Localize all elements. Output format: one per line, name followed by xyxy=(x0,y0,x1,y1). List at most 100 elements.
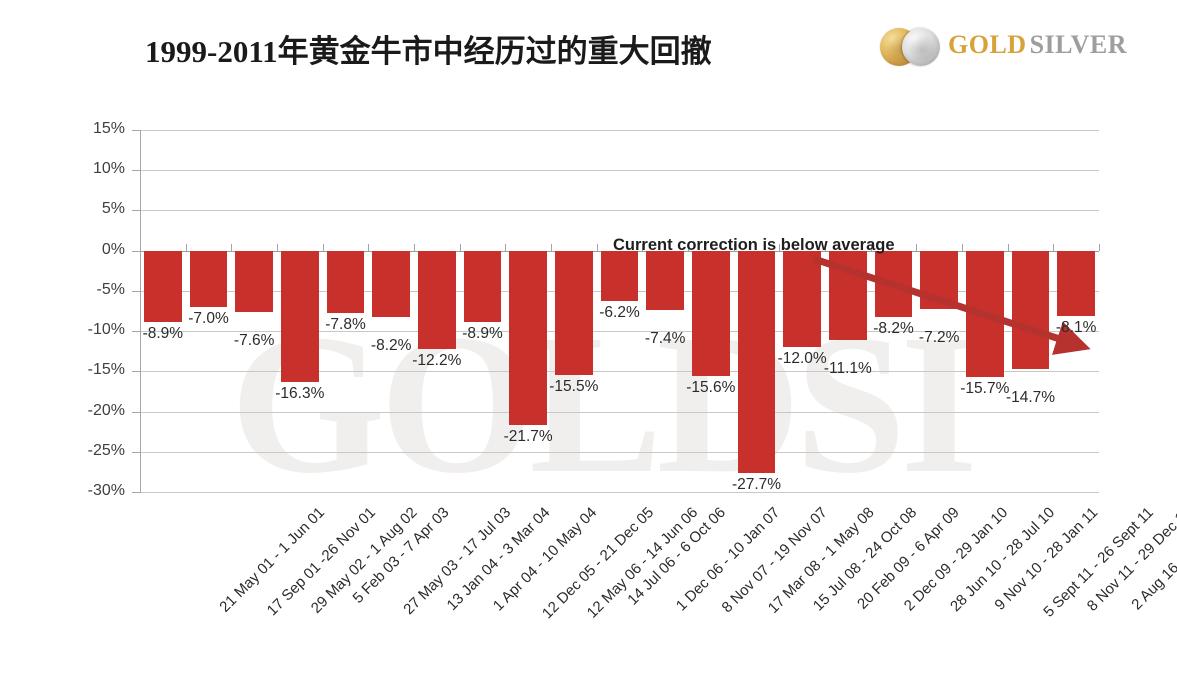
y-axis-label: 5% xyxy=(101,200,125,218)
bar[interactable] xyxy=(783,250,822,348)
x-axis-tick xyxy=(185,243,187,251)
bar-value-label: -27.7% xyxy=(731,476,782,494)
y-axis-label: -20% xyxy=(87,401,125,419)
x-axis-tick xyxy=(688,243,689,251)
bar[interactable] xyxy=(509,250,548,426)
x-axis-tick xyxy=(642,243,644,251)
bar-value-label: -12.2% xyxy=(412,351,462,369)
bar-value-label: -8.9% xyxy=(142,325,184,343)
bar[interactable] xyxy=(463,250,502,323)
y-axis-label: -25% xyxy=(87,441,125,459)
bar[interactable] xyxy=(372,250,411,317)
bar[interactable] xyxy=(235,250,274,312)
bar-value-label: -7.4% xyxy=(644,330,686,348)
y-axis-label: -30% xyxy=(87,482,125,499)
bar[interactable] xyxy=(1057,250,1096,316)
retracement-bar-chart: GOLDSI Current correction is below avera… xyxy=(0,95,1177,696)
bar-value-label: -8.9% xyxy=(462,325,503,343)
bar-value-label: -15.5% xyxy=(549,378,599,396)
y-axis-line xyxy=(140,130,141,493)
bar[interactable] xyxy=(737,250,776,474)
silver-coin-icon xyxy=(902,28,940,66)
bar-value-label: -7.2% xyxy=(918,328,960,346)
bar[interactable] xyxy=(554,250,593,376)
y-axis-tick xyxy=(132,411,140,413)
x-axis-tick xyxy=(596,243,598,251)
y-axis-tick xyxy=(132,290,140,292)
silver-coin-face xyxy=(907,33,935,61)
x-axis-tick xyxy=(825,243,826,251)
page-title: 1999-2011年黄金牛市中经历过的重大回撤 xyxy=(145,34,712,69)
logo-word-gold: GOLD xyxy=(948,30,1027,59)
x-axis-tick xyxy=(1007,243,1009,251)
x-axis-tick xyxy=(505,243,507,251)
bar[interactable] xyxy=(189,250,228,307)
bar[interactable] xyxy=(1011,250,1050,369)
y-axis-tick xyxy=(132,331,140,333)
y-axis-label: -5% xyxy=(96,280,125,298)
x-axis-tick xyxy=(916,243,918,251)
x-axis-tick xyxy=(277,243,278,251)
y-axis-label: -15% xyxy=(87,361,125,379)
bar-value-label: -6.2% xyxy=(599,303,640,321)
bar-value-label: -15.7% xyxy=(960,379,1010,397)
bar[interactable] xyxy=(417,250,456,349)
gridline xyxy=(140,210,1099,212)
x-axis-tick xyxy=(870,243,872,251)
y-axis-tick xyxy=(132,210,140,212)
bar[interactable] xyxy=(280,250,319,382)
bar[interactable] xyxy=(874,250,913,317)
y-axis-tick xyxy=(132,492,140,493)
bar[interactable] xyxy=(143,250,182,323)
x-axis-tick xyxy=(551,243,552,251)
bar[interactable] xyxy=(965,250,1004,377)
bar-value-label: -7.8% xyxy=(325,316,366,334)
bar[interactable] xyxy=(326,250,365,314)
gridline xyxy=(140,130,1099,131)
gridline xyxy=(140,451,1099,453)
bar-value-label: -15.6% xyxy=(686,379,736,397)
gridline xyxy=(140,411,1099,413)
gridline xyxy=(140,371,1099,373)
y-axis-label: 10% xyxy=(92,160,125,178)
bar[interactable] xyxy=(600,250,639,301)
bar-value-label: -8.1% xyxy=(1055,318,1097,336)
y-axis-label: -10% xyxy=(87,321,125,339)
gridline xyxy=(140,170,1099,172)
bar[interactable] xyxy=(691,250,730,377)
logo-word-silver: SILVER xyxy=(1029,30,1128,59)
logo-wordmark: GOLD SILVER xyxy=(948,30,1127,60)
annotation-label: Current correction is below average xyxy=(613,236,895,254)
y-axis-tick xyxy=(132,371,140,373)
bar-value-label: -8.2% xyxy=(370,336,412,354)
bar-value-label: -14.7% xyxy=(1005,388,1056,406)
x-axis-tick xyxy=(368,243,370,251)
y-axis-tick xyxy=(132,130,140,131)
y-axis-label: 0% xyxy=(101,240,125,258)
bar-value-label: -8.2% xyxy=(873,319,914,337)
gridline xyxy=(140,492,1099,493)
x-axis-tick xyxy=(962,243,963,251)
x-axis-tick xyxy=(231,243,233,251)
x-axis-tick xyxy=(1099,243,1100,251)
goldsilver-logo[interactable]: GOLD SILVER xyxy=(880,26,1127,72)
bar-value-label: -21.7% xyxy=(503,428,553,446)
x-axis-tick xyxy=(414,243,415,251)
y-axis-label: 15% xyxy=(92,120,125,137)
x-axis-tick xyxy=(733,243,735,251)
x-axis-tick xyxy=(322,243,324,251)
bar-value-label: -7.0% xyxy=(188,309,229,327)
bar-value-label: -11.1% xyxy=(823,359,872,377)
coins-icon xyxy=(880,26,942,68)
x-axis-tick xyxy=(779,243,781,251)
y-axis-tick xyxy=(132,451,140,453)
bar-value-label: -16.3% xyxy=(275,384,325,402)
bar[interactable] xyxy=(646,250,685,311)
chart-header: 1999-2011年黄金牛市中经历过的重大回撤 GOLD SILVER xyxy=(0,0,1177,95)
gridline xyxy=(140,331,1099,333)
y-axis-tick xyxy=(132,250,140,252)
x-axis-tick xyxy=(459,243,461,251)
bar[interactable] xyxy=(920,250,959,309)
y-axis-tick xyxy=(132,170,140,172)
bar-value-label: -7.6% xyxy=(233,331,275,349)
